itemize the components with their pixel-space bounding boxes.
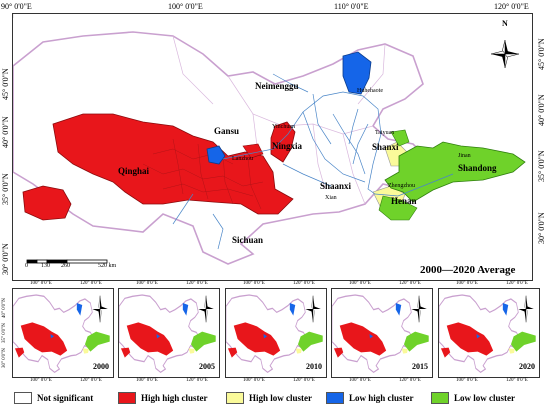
- inset-lon-label: 100° 0'0"E: [243, 378, 265, 383]
- top-lon-label: 110° 0'0"E: [334, 2, 369, 11]
- inset-year-label: 2020: [519, 362, 535, 371]
- legend-swatch: [326, 392, 344, 404]
- inset-lon-label: 100° 0'0"E: [243, 281, 265, 286]
- city-label-hohhot: Huhehaote: [357, 88, 383, 94]
- city-label-xian: Xian: [325, 195, 337, 201]
- province-label-ningxia: Ningxia: [272, 141, 303, 151]
- main-map-svg: [13, 14, 529, 270]
- legend-item-high-low: High low cluster: [226, 392, 312, 404]
- legend-swatch: [14, 392, 32, 404]
- inset-lon-label: 120° 0'0"E: [80, 378, 102, 383]
- inset-lon-label: 100° 0'0"E: [30, 378, 52, 383]
- province-label-neimenggu: Neimenggu: [255, 81, 299, 91]
- right-lat-label: 40° 0'0"N: [537, 94, 546, 126]
- inset-lon-label: 120° 0'0"E: [293, 378, 315, 383]
- inset-lon-label: 120° 0'0"E: [186, 281, 208, 286]
- legend-item-low-low: Low low cluster: [431, 392, 515, 404]
- map-title-box: [417, 250, 529, 270]
- city-label-zhengzhou: Zhengzhou: [388, 183, 415, 189]
- inset-lat-label: 30° 0'0"N: [2, 348, 7, 368]
- inset-map-2015: 2015: [331, 288, 433, 378]
- city-label-taiyuan: Taiyuan: [375, 130, 395, 136]
- inset-map-svg: [439, 294, 536, 374]
- inset-lon-label: 120° 0'0"E: [186, 378, 208, 383]
- right-lat-label: 30° 0'0"N: [537, 212, 546, 244]
- scale-tick: 520 km: [98, 263, 117, 269]
- legend-item-high-high: High high cluster: [118, 392, 208, 404]
- province-label-shaanxi: Shaanxi: [320, 181, 352, 191]
- right-lat-label: 35° 0'0"N: [537, 150, 546, 182]
- legend-item-low-high: Low high cluster: [326, 392, 414, 404]
- inset-map-svg: [119, 294, 216, 374]
- left-lat-label: 45° 0'0"N: [1, 68, 10, 100]
- inset-lon-label: 100° 0'0"E: [349, 378, 371, 383]
- legend-label: Low high cluster: [349, 393, 414, 403]
- province-label-shandong: Shandong: [458, 163, 497, 173]
- high-high-cluster-qinghai: [52, 113, 294, 215]
- province-label-sichuan: Sichuan: [232, 235, 264, 245]
- inset-year-label: 2005: [199, 362, 215, 371]
- map-title: 2000—2020 Average: [420, 264, 516, 276]
- legend-label: Not significant: [37, 393, 94, 403]
- inset-map-2010: 2010: [225, 288, 327, 378]
- legend-label: Low low cluster: [454, 393, 515, 403]
- inset-map-2000: 2000: [12, 288, 114, 378]
- city-label-yinchuan: Yinchuan: [272, 124, 295, 130]
- legend: Not significant High high cluster High l…: [0, 389, 550, 406]
- inset-lat-label: 40° 0'0"N: [2, 298, 7, 318]
- inset-lon-label: 120° 0'0"E: [506, 378, 528, 383]
- province-label-qinghai: Qinghai: [118, 166, 150, 176]
- left-lat-label: 40° 0'0"N: [1, 116, 10, 148]
- high-high-cluster-west: [22, 185, 72, 221]
- legend-swatch: [226, 392, 244, 404]
- top-lon-label: 90° 0'0"E: [1, 2, 32, 11]
- inset-map-2020: 2020: [438, 288, 540, 378]
- inset-lon-label: 100° 0'0"E: [349, 281, 371, 286]
- legend-item-not-significant: Not significant: [14, 392, 93, 404]
- low-low-cluster-henan: [378, 195, 418, 221]
- inset-map-svg: [332, 294, 429, 374]
- inset-lon-label: 100° 0'0"E: [30, 281, 52, 286]
- left-lat-label: 35° 0'0"N: [1, 173, 10, 205]
- province-label-gansu: Gansu: [214, 126, 240, 136]
- inset-lon-label: 120° 0'0"E: [506, 281, 528, 286]
- legend-swatch: [118, 392, 136, 404]
- top-lon-label: 120° 0'0"E: [494, 2, 529, 11]
- inset-lon-label: 100° 0'0"E: [456, 378, 478, 383]
- legend-label: High low cluster: [249, 393, 312, 403]
- north-arrow: [490, 39, 520, 69]
- inset-map-svg: [226, 294, 323, 374]
- top-lon-label: 100° 0'0"E: [168, 2, 203, 11]
- inset-year-label: 2015: [412, 362, 428, 371]
- province-label-henan: Henan: [391, 196, 417, 206]
- scale-tick: 130: [41, 263, 50, 269]
- left-lat-label: 30° 0'0"N: [1, 243, 10, 275]
- inset-lon-label: 100° 0'0"E: [136, 378, 158, 383]
- inset-year-label: 2000: [93, 362, 109, 371]
- province-label-shanxi: Shanxi: [372, 142, 399, 152]
- inset-map-svg: [13, 294, 110, 374]
- north-label: N: [502, 19, 508, 28]
- inset-lon-label: 120° 0'0"E: [293, 281, 315, 286]
- city-label-jinan: Jinan: [458, 153, 471, 159]
- inset-map-2005: 2005: [118, 288, 220, 378]
- scale-tick: 0: [25, 263, 28, 269]
- legend-swatch: [431, 392, 449, 404]
- city-label-lanzhou: Lanzhou: [232, 156, 253, 162]
- right-lat-label: 45° 0'0"N: [537, 38, 546, 70]
- inset-lon-label: 100° 0'0"E: [136, 281, 158, 286]
- low-high-cluster-lanzhou: [206, 145, 226, 165]
- inset-lat-label: 35° 0'0"N: [2, 323, 7, 343]
- legend-label: High high cluster: [141, 393, 208, 403]
- low-high-cluster-hohhot: [342, 51, 372, 95]
- inset-year-label: 2010: [306, 362, 322, 371]
- inset-lon-label: 120° 0'0"E: [80, 281, 102, 286]
- inset-lon-label: 120° 0'0"E: [399, 378, 421, 383]
- low-low-cluster-shanxi: [390, 129, 410, 147]
- inset-lon-label: 120° 0'0"E: [399, 281, 421, 286]
- scale-tick: 260: [61, 263, 70, 269]
- scale-bar: [26, 259, 108, 264]
- inset-lon-label: 100° 0'0"E: [456, 281, 478, 286]
